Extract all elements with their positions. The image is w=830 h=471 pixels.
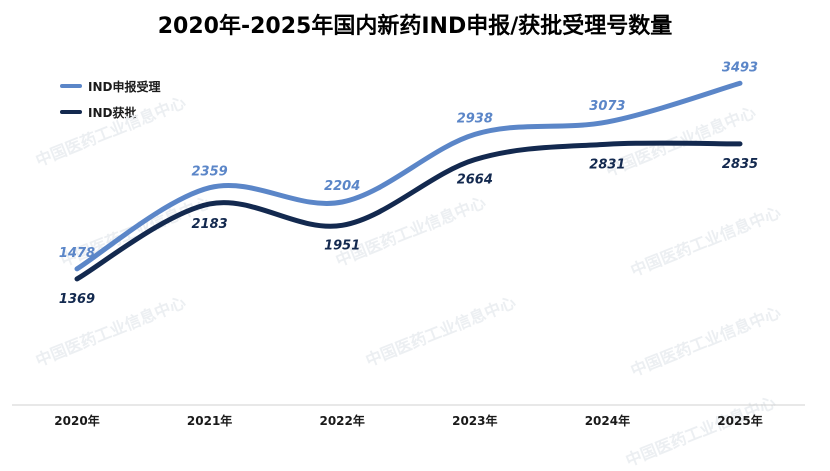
data-label-ind-application: 2938	[457, 111, 493, 126]
legend-label-ind-application: IND申报受理	[88, 79, 161, 94]
legend-swatch-ind-application	[60, 84, 82, 88]
x-tick-label: 2025年	[717, 413, 762, 428]
legend-label-ind-approval: IND获批	[88, 105, 137, 120]
data-label-ind-approval: 1951	[324, 238, 360, 253]
x-tick-label: 2022年	[319, 413, 364, 428]
x-tick-label: 2023年	[452, 413, 497, 428]
x-tick-label: 2020年	[54, 413, 99, 428]
legend-item-ind-application: IND申报受理	[60, 77, 160, 95]
legend-item-ind-approval: IND获批	[60, 103, 136, 121]
data-label-ind-application: 3493	[722, 60, 758, 75]
data-label-ind-application: 2359	[192, 165, 228, 180]
data-label-ind-application: 2204	[324, 179, 360, 194]
data-label-ind-approval: 2835	[722, 157, 758, 172]
x-tick-label: 2021年	[187, 413, 232, 428]
data-label-ind-application: 3073	[589, 99, 625, 114]
chart-title: 2020年-2025年国内新药IND申报/获批受理号数量	[157, 14, 673, 39]
data-label-ind-approval: 1369	[59, 292, 95, 307]
data-label-ind-approval: 2664	[457, 173, 493, 188]
legend-swatch-ind-approval	[60, 110, 82, 114]
data-label-ind-application: 1478	[59, 246, 95, 261]
series-line-ind-application	[74, 80, 743, 272]
data-label-ind-approval: 2831	[589, 157, 625, 172]
x-tick-label: 2024年	[585, 413, 630, 428]
series-line-ind-approval	[74, 140, 743, 282]
data-label-ind-approval: 2183	[192, 217, 228, 232]
